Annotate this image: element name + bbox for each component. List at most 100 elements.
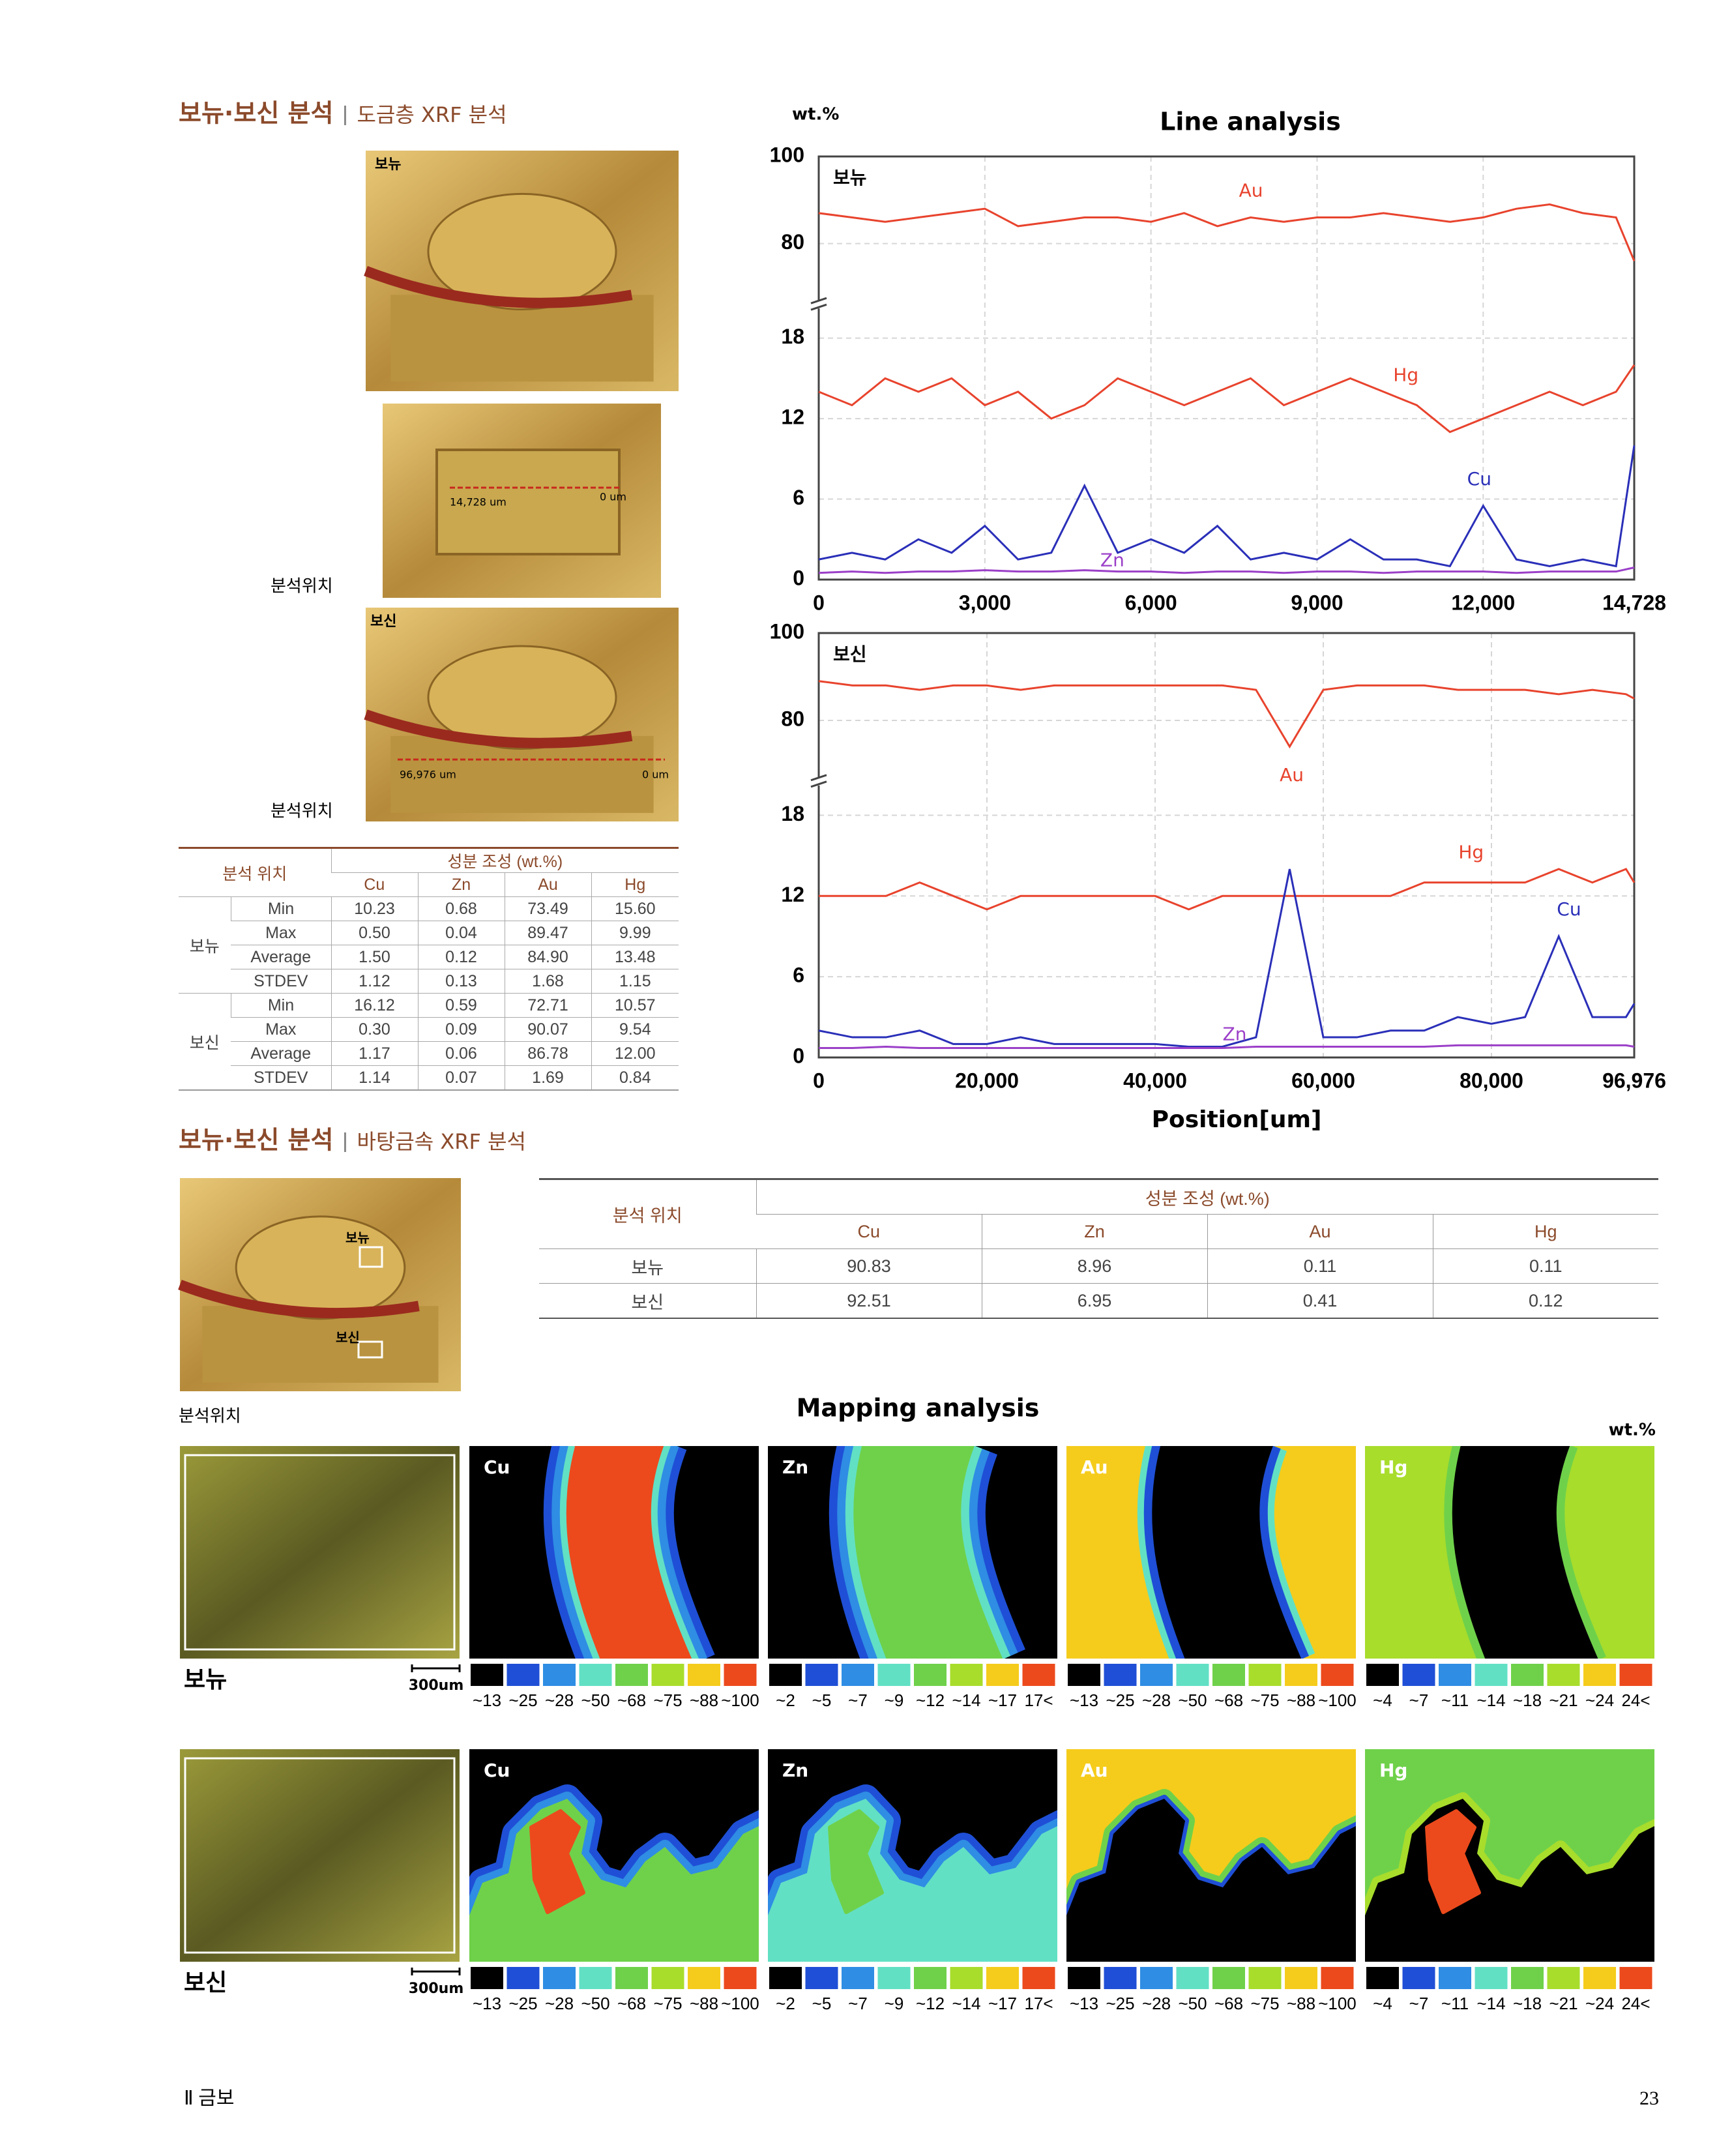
header-cell: 성분 조성 (wt.%): [330, 848, 679, 873]
legend-label: ~9: [885, 1691, 904, 1710]
scale-label: 300um: [409, 1677, 464, 1694]
value-cell: 16.12: [330, 993, 418, 1018]
stat-cell: Max: [231, 1017, 332, 1042]
x-tick-label: 20,000: [955, 1069, 1019, 1092]
photo-scale: 96,976 um: [400, 769, 456, 781]
analysis-box: [357, 1340, 383, 1359]
footer-chapter: Ⅱ 금보: [184, 2088, 234, 2109]
group-cell: 보신: [179, 993, 231, 1091]
map-region: [853, 1446, 1003, 1659]
legend-swatch: [1176, 1967, 1209, 1989]
legend-swatch: [651, 1967, 684, 1989]
legend-label: ~25: [508, 1691, 537, 1710]
section-title: 보뉴·보신 분석: [179, 1126, 333, 1155]
legend-swatch: [1140, 1664, 1173, 1686]
map-label: Cu: [484, 1456, 510, 1478]
legend-label: ~28: [1142, 1691, 1171, 1710]
legend-swatch: [1285, 1967, 1317, 1989]
series-line: [818, 364, 1636, 434]
legend-swatch: [1176, 1664, 1209, 1686]
legend-swatch: [769, 1967, 802, 1989]
header-cell: Au: [504, 872, 592, 897]
value-cell: 1.12: [330, 969, 418, 994]
map-label: Au: [1081, 1760, 1108, 1781]
photo-cord: [364, 709, 633, 748]
value-cell: 0.13: [417, 969, 505, 994]
value-cell: 73.49: [504, 896, 592, 921]
header-cell: 분석 위치: [539, 1179, 756, 1249]
header-cell: Hg: [591, 872, 679, 897]
element-map: Cu: [469, 1446, 759, 1659]
legend-label: ~7: [848, 1994, 868, 2013]
legend-swatch: [1212, 1967, 1245, 1989]
legend-swatch: [615, 1664, 648, 1686]
legend-swatch: [1104, 1664, 1137, 1686]
map-region: [828, 1809, 884, 1914]
position-label: 분석위치: [271, 802, 333, 821]
legend-swatch: [805, 1967, 838, 1989]
value-cell: 13.48: [591, 945, 679, 969]
header-row: 분석 위치 성분 조성 (wt.%): [179, 848, 679, 897]
legend-label: ~25: [1106, 1994, 1134, 2013]
legend-swatch: [1140, 1967, 1173, 1989]
map-region: [1152, 1446, 1302, 1659]
legend-label: ~13: [1070, 1994, 1098, 2013]
legend-label: ~25: [1106, 1691, 1134, 1710]
value-cell: 0.04: [417, 921, 505, 945]
y-tick-label: 100: [770, 143, 804, 166]
y-tick-label: 18: [781, 325, 804, 348]
photo-label: 보뉴: [375, 156, 401, 173]
element-map: Zn: [768, 1446, 1057, 1659]
x-tick-label: 0: [813, 591, 825, 614]
data-row: Max 0.50 0.04 89.47 9.99: [179, 921, 679, 945]
legend-label: ~13: [1070, 1691, 1098, 1710]
table-base-metal: 분석 위치 성분 조성 (wt.%) Cu Zn Au Hg 보뉴 90.83 8.96 0.11…: [539, 1178, 1659, 1319]
stat-cell: Average: [231, 945, 332, 969]
value-cell: 10.23: [330, 896, 418, 921]
value-cell: 6.95: [981, 1283, 1207, 1319]
plot-frame: [817, 632, 1636, 1059]
legend-swatch: [769, 1664, 802, 1686]
micro-frame: [184, 1454, 456, 1651]
legend-label: ~11: [1441, 1691, 1469, 1710]
legend-label: ~12: [916, 1691, 945, 1710]
legend-label: ~88: [690, 1994, 718, 2013]
map-region: [529, 1809, 585, 1914]
stat-cell: Min: [230, 896, 332, 921]
legend-label: ~75: [653, 1994, 682, 2013]
element-map: Au: [1066, 1446, 1356, 1659]
legend-label: ~28: [545, 1994, 574, 2013]
legend-label: 24<: [1621, 1994, 1650, 2013]
legend-swatch: [950, 1967, 983, 1989]
legend-swatch: [506, 1967, 540, 1989]
legend-label: 17<: [1024, 1994, 1053, 2013]
axis-break: [810, 774, 827, 788]
legend-swatch: [1475, 1664, 1508, 1686]
photo-cord: [364, 266, 633, 308]
section-subtitle: 바탕금속 XRF 분석: [357, 1129, 526, 1154]
legend-label: ~24: [1585, 1994, 1614, 2013]
header-row: Cu Zn Au Hg: [539, 1214, 1659, 1249]
y-tick-label: 100: [770, 619, 804, 643]
axis-break: [810, 297, 827, 311]
legend-swatch: [471, 1967, 503, 1989]
legend-label: ~21: [1549, 1994, 1578, 2013]
legend-label: ~18: [1513, 1994, 1542, 2013]
legend-label: ~68: [617, 1691, 646, 1710]
group-cell: 보뉴: [179, 896, 231, 994]
legend-label: ~100: [1318, 1691, 1357, 1710]
position-label: 분석위치: [179, 1407, 241, 1426]
map-label: Au: [1081, 1456, 1108, 1478]
legend-swatch: [724, 1967, 757, 1989]
legend-swatch: [1547, 1664, 1580, 1686]
legend-label: ~75: [1250, 1691, 1279, 1710]
series-label: Hg: [1393, 364, 1418, 385]
y-tick-label: 12: [781, 406, 804, 429]
legend-swatch: [877, 1664, 911, 1686]
series-label: Zn: [1223, 1024, 1247, 1045]
stat-cell: Min: [230, 993, 332, 1018]
legend-swatch: [914, 1664, 947, 1686]
value-cell: 1.15: [591, 969, 679, 994]
legend-swatch: [543, 1664, 576, 1686]
y-tick-label: 12: [781, 883, 804, 906]
